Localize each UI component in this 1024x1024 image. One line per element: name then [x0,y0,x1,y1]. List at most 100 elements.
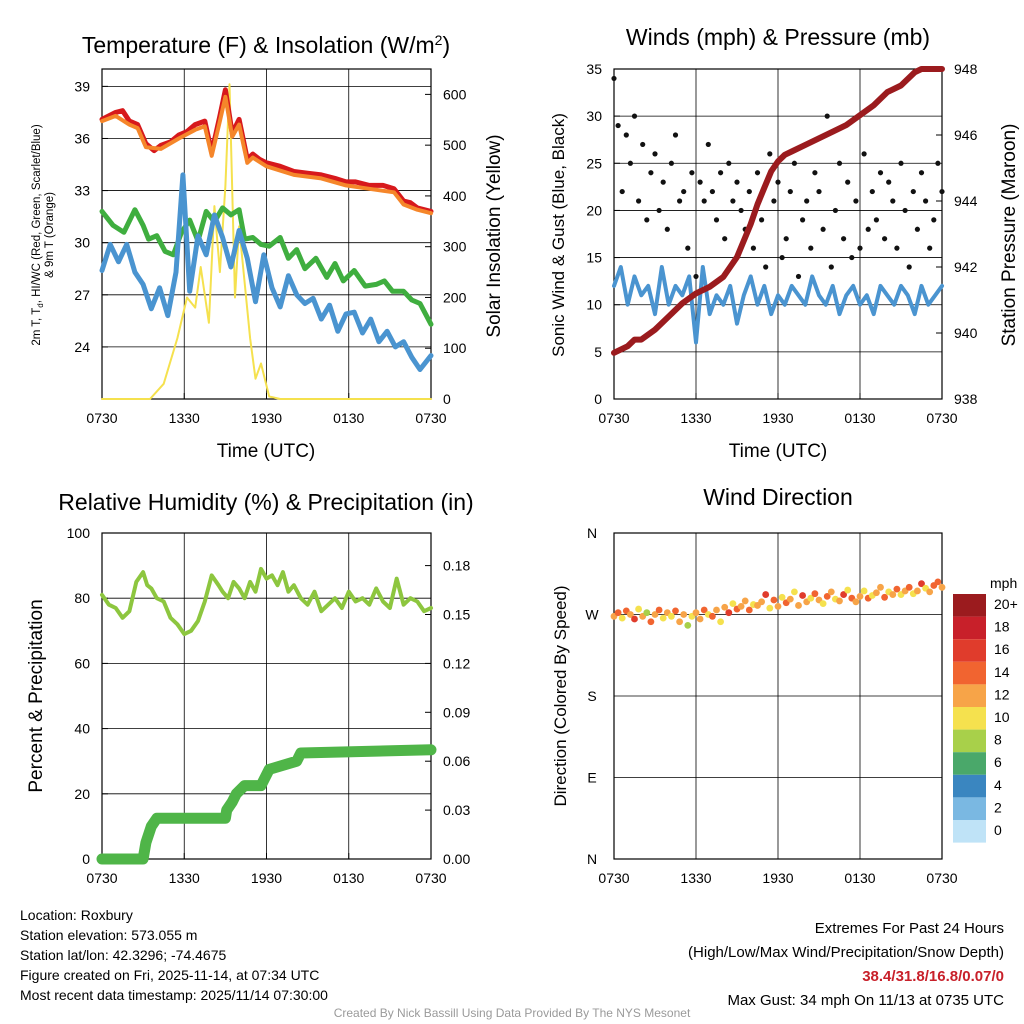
legend-swatch [953,661,986,685]
humidity-ytick: 100 [67,525,91,541]
direction-point [745,606,753,614]
gust-point [787,188,793,195]
legend-label: 6 [994,754,1002,770]
gust-point [795,273,802,280]
humidity-ytick-right: 0.15 [443,607,470,623]
direction-point [655,606,663,614]
direction-ytick: N [587,525,597,541]
gust-point [939,188,945,195]
gust-point [611,75,617,82]
gust-point [836,160,843,166]
temperature-ytick: 33 [74,183,90,199]
gust-point [656,207,662,214]
temperature-ytick-right: 400 [443,188,467,204]
gust-point [619,188,625,195]
precipitation-line [96,744,437,865]
direction-point [700,606,708,614]
direction-xtick: 1930 [762,870,793,886]
direction-point [893,585,901,593]
max-gust: Max Gust: 34 mph On 11/13 at 0735 UTC [727,992,1004,1009]
extremes-values: 38.4/31.8/16.8/0.07/0 [862,968,1004,985]
extremes-heading: Extremes For Past 24 Hours [814,920,1004,937]
gust-point [894,245,900,251]
humidity-xtick: 0730 [415,870,446,886]
gust-point [849,254,855,261]
gust-point [738,207,744,214]
legend-label: 0 [994,822,1002,838]
legend-swatch [953,707,986,730]
direction-point [680,611,688,618]
temperature-xtick: 0730 [415,410,446,426]
station-elevation: Station elevation: 573.055 m [20,927,198,943]
direction-point [676,618,683,626]
temperature-ytick-right: 600 [443,86,467,102]
gust-point [681,188,687,195]
gust-point [763,264,769,270]
gust-point [853,198,859,204]
relative-humidity-line [100,566,433,637]
legend-swatch [953,639,986,662]
direction-point [836,597,843,605]
winds-ytick-right: 942 [954,259,978,275]
direction-point [852,598,860,606]
legend-title: mph [990,575,1017,591]
direction-point [729,600,737,608]
gust-point [705,141,711,148]
humidity-title: Relative Humidity (%) & Precipitation (i… [58,489,473,515]
temperature-ytick: 30 [74,235,90,251]
direction-point [762,591,770,598]
gust-point [640,141,646,148]
svg-text:2m T, Td, HI/WC (Red, Green, S: 2m T, Td, HI/WC (Red, Green, Scarlet/Blu… [31,124,45,345]
temperature-frame [101,68,432,400]
direction-point [713,606,720,614]
gust-point [877,170,884,176]
gust-point [664,226,670,232]
gust-point [910,188,916,195]
winds-ytick-right: 946 [954,127,978,143]
legend-label: 18 [994,619,1010,635]
winds-ytick: 5 [594,344,602,360]
direction-xtick: 0730 [926,870,957,886]
gust-point [730,198,736,204]
winds-ytick: 30 [586,108,602,124]
winds-ytick-right: 940 [954,325,978,341]
temp-9m-line [100,94,433,216]
gust-point [713,217,720,223]
direction-point [692,609,700,617]
gust-point [623,132,629,138]
temperature-title: Temperature (F) & Insolation (W/m2) [82,32,450,58]
temperature-xlabel: Time (UTC) [217,441,316,462]
speed-legend: mph 20+ 18 16 14 12 10 8 6 4 2 0 [953,575,1018,843]
gust-point [746,188,752,195]
gust-point [648,170,654,176]
humidity-ytick-right: 0.18 [443,558,470,574]
direction-xtick: 0730 [598,870,629,886]
gust-point [816,188,822,195]
legend-swatch [953,797,986,820]
legend-label: 8 [994,732,1002,748]
winds-panel: Winds (mph) & Pressure (mb) Sonic Wind &… [549,24,1020,462]
gust-point [689,170,695,176]
direction-ytick: N [587,851,597,867]
direction-point [774,602,782,610]
winds-ytick: 15 [586,250,602,266]
direction-point [799,592,806,599]
gust-point [767,151,773,157]
direction-point [618,614,626,622]
wind-direction-title: Wind Direction [703,484,853,510]
gust-point [726,160,732,166]
temperature-ytick-right: 100 [443,340,467,356]
direction-point [643,609,651,617]
winds-ytick-right: 938 [954,391,978,407]
gust-point [734,179,740,185]
winds-ylabel: Sonic Wind & Gust (Blue, Black) [549,113,568,357]
gust-point [668,160,675,166]
gust-point [918,170,925,176]
gust-point [701,198,707,204]
temperature-ylabel: 2m T, Td, HI/WC (Red, Green, Scarlet/Blu… [31,124,56,345]
gust-point [693,273,699,280]
legend-swatch [953,684,986,707]
gust-point [861,151,867,157]
legend-label: 4 [994,777,1002,793]
direction-point [905,583,913,591]
